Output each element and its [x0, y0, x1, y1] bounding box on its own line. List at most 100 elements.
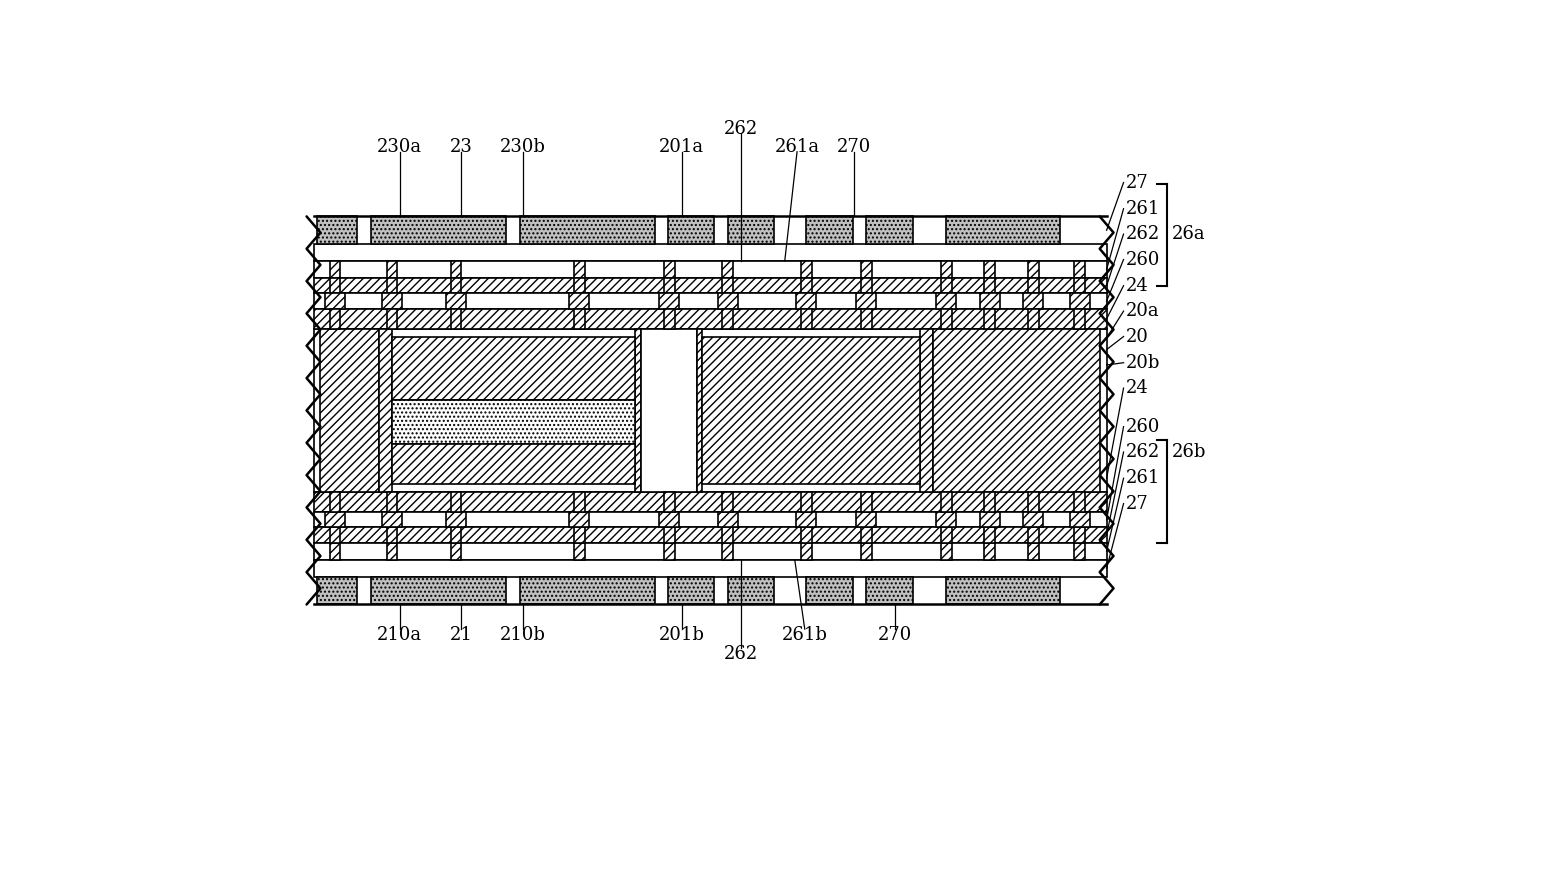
- Text: 262: 262: [1126, 225, 1160, 243]
- Bar: [801, 543, 812, 560]
- Bar: [314, 309, 1107, 329]
- Bar: [387, 527, 398, 543]
- Bar: [658, 512, 679, 527]
- Text: 210b: 210b: [500, 626, 547, 643]
- Bar: [391, 444, 635, 485]
- Bar: [1028, 543, 1039, 560]
- Bar: [329, 278, 340, 293]
- Bar: [1023, 512, 1044, 527]
- Bar: [1028, 278, 1039, 293]
- Bar: [1028, 492, 1039, 512]
- Bar: [329, 492, 340, 512]
- Bar: [450, 278, 461, 293]
- Bar: [801, 492, 812, 512]
- Bar: [936, 512, 957, 527]
- Bar: [520, 217, 655, 244]
- Bar: [722, 278, 733, 293]
- Text: 26a: 26a: [1173, 225, 1205, 243]
- Bar: [946, 217, 1061, 244]
- Bar: [941, 278, 952, 293]
- Bar: [797, 512, 817, 527]
- Bar: [450, 309, 461, 329]
- Text: 210a: 210a: [377, 626, 422, 643]
- Bar: [317, 577, 357, 604]
- Bar: [329, 543, 340, 560]
- Bar: [867, 217, 913, 244]
- Bar: [933, 329, 1101, 492]
- Bar: [717, 512, 738, 527]
- Text: 262: 262: [724, 645, 758, 663]
- Bar: [980, 293, 1000, 309]
- Bar: [941, 261, 952, 278]
- Bar: [314, 527, 1107, 543]
- Bar: [641, 329, 697, 492]
- Bar: [663, 492, 674, 512]
- Text: 270: 270: [837, 138, 871, 156]
- Bar: [314, 293, 1107, 309]
- Bar: [663, 527, 674, 543]
- Bar: [391, 400, 635, 444]
- Bar: [702, 336, 921, 485]
- Bar: [1028, 261, 1039, 278]
- Text: 23: 23: [450, 138, 472, 156]
- Bar: [371, 217, 506, 244]
- Bar: [797, 293, 817, 309]
- Bar: [314, 244, 1107, 261]
- Bar: [663, 309, 674, 329]
- Bar: [314, 512, 1107, 527]
- Bar: [1075, 278, 1086, 293]
- Text: 261: 261: [1126, 200, 1160, 217]
- Bar: [722, 261, 733, 278]
- Bar: [980, 512, 1000, 527]
- Bar: [450, 492, 461, 512]
- Bar: [450, 527, 461, 543]
- Bar: [379, 329, 391, 492]
- Bar: [806, 217, 853, 244]
- Bar: [387, 309, 398, 329]
- Bar: [450, 261, 461, 278]
- Bar: [568, 293, 589, 309]
- Bar: [941, 492, 952, 512]
- Bar: [860, 543, 871, 560]
- Bar: [985, 278, 995, 293]
- Text: 230b: 230b: [500, 138, 547, 156]
- Bar: [573, 261, 584, 278]
- Bar: [325, 293, 345, 309]
- Bar: [728, 217, 773, 244]
- Bar: [391, 336, 635, 400]
- Bar: [387, 492, 398, 512]
- Bar: [941, 543, 952, 560]
- Bar: [722, 543, 733, 560]
- Bar: [941, 527, 952, 543]
- Bar: [668, 577, 714, 604]
- Bar: [1075, 527, 1086, 543]
- Text: 261b: 261b: [781, 626, 828, 643]
- Bar: [921, 329, 933, 492]
- Bar: [856, 512, 876, 527]
- Bar: [573, 527, 584, 543]
- Bar: [722, 492, 733, 512]
- Text: 24: 24: [1126, 277, 1149, 295]
- Bar: [722, 309, 733, 329]
- Bar: [663, 543, 674, 560]
- Bar: [856, 293, 876, 309]
- Bar: [1075, 309, 1086, 329]
- Bar: [314, 261, 1107, 278]
- Bar: [1075, 492, 1086, 512]
- Text: 27: 27: [1126, 495, 1149, 512]
- Bar: [329, 309, 340, 329]
- Bar: [387, 543, 398, 560]
- Text: 261a: 261a: [775, 138, 820, 156]
- Bar: [382, 512, 402, 527]
- Bar: [985, 309, 995, 329]
- Bar: [573, 492, 584, 512]
- Text: 27: 27: [1126, 174, 1149, 191]
- Bar: [520, 577, 655, 604]
- Text: 230a: 230a: [377, 138, 422, 156]
- Text: 201a: 201a: [658, 138, 704, 156]
- Bar: [329, 261, 340, 278]
- Bar: [663, 278, 674, 293]
- Bar: [382, 293, 402, 309]
- Text: 260: 260: [1126, 417, 1160, 436]
- Bar: [387, 278, 398, 293]
